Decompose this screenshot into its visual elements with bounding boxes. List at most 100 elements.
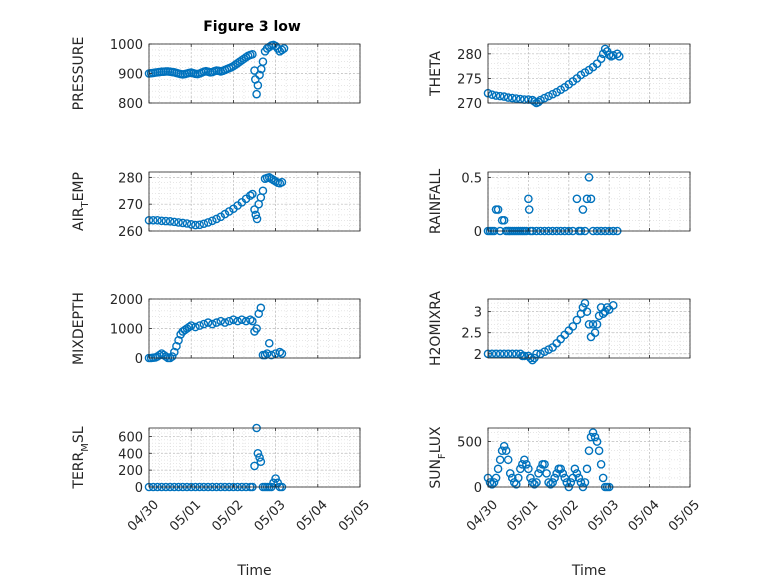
panel-mixdepth: 0 1000 2000 MIXDEPTH (71, 292, 361, 367)
data-point (237, 315, 247, 324)
y-axis-label: PRESSURE (71, 37, 87, 111)
y-tick-label: 0 (135, 352, 143, 367)
x-axis-label: Time (236, 563, 271, 579)
data-point (250, 461, 259, 471)
data-point (592, 437, 602, 446)
data-point (584, 173, 594, 182)
data-point (182, 219, 192, 228)
data-point (248, 50, 257, 59)
data-point (550, 473, 559, 483)
data-point (264, 42, 274, 52)
data-point (241, 316, 251, 326)
y-axis-label: RAINFALL (428, 169, 444, 234)
x-tick-label: 05/04 (626, 497, 663, 534)
data-point (248, 189, 257, 199)
data-point (548, 89, 557, 99)
data-point (584, 319, 594, 329)
data-point (574, 473, 584, 483)
data-point (536, 349, 545, 359)
data-point (505, 469, 515, 478)
y-axis-label: MIXDEPTH (71, 292, 87, 365)
data-point (590, 328, 600, 338)
data-point (186, 219, 196, 229)
data-point (598, 473, 608, 483)
data-point (570, 464, 580, 474)
data-point (191, 220, 200, 230)
panel-pressure: 800 900 1000 PRESSURE (71, 37, 361, 112)
data-point (258, 57, 268, 67)
data-point (528, 478, 537, 487)
data-point (507, 473, 517, 483)
data-point (540, 460, 549, 469)
data-point (495, 349, 505, 359)
data-point (199, 219, 209, 229)
data-point (178, 218, 188, 228)
data-point (540, 347, 549, 356)
data-point (170, 217, 179, 227)
data-point (562, 478, 572, 487)
data-point (503, 93, 513, 102)
data-point (588, 319, 598, 329)
data-point (252, 324, 261, 333)
y-axis-label: AIRTEMP (71, 172, 91, 231)
y-tick-label: 0 (135, 481, 143, 496)
data-point (148, 215, 158, 225)
data-point (520, 455, 529, 465)
axes-box (148, 427, 361, 488)
data-point (250, 205, 259, 214)
data-point (184, 322, 194, 332)
y-tick-label: 900 (118, 68, 143, 83)
data-point (608, 301, 618, 310)
y-axis-label: H2OMIXRA (428, 291, 444, 366)
series-mixdepth (144, 303, 287, 363)
data-point (516, 464, 525, 474)
panel-sun-flux: 0 500 SUNFLUX 04/30 05/01 05/02 05/03 05/04 05/0… (428, 426, 703, 579)
data-point (262, 349, 272, 358)
data-point (542, 469, 551, 478)
data-point (269, 478, 278, 488)
figure-title: Figure 3 low (203, 19, 301, 35)
data-point (277, 177, 287, 187)
data-point (540, 93, 549, 103)
data-point (487, 479, 497, 489)
data-point (544, 478, 553, 487)
data-point (157, 216, 166, 226)
data-point (518, 460, 527, 469)
data-point (256, 457, 266, 467)
data-point (572, 469, 582, 478)
data-point (586, 194, 596, 204)
x-tick-label: 05/02 (545, 497, 582, 534)
y-tick-label: 200 (118, 464, 143, 479)
data-point (186, 321, 196, 330)
panel-theta: 270 275 280 THETA (428, 43, 691, 112)
data-point (580, 298, 590, 308)
data-point (199, 319, 209, 329)
series-theta (483, 44, 624, 108)
data-point (487, 90, 497, 99)
data-point (233, 316, 242, 326)
data-point (503, 349, 513, 359)
data-point (576, 478, 586, 487)
data-point (489, 478, 499, 487)
data-point (491, 91, 501, 100)
data-point (203, 318, 213, 327)
data-point (253, 81, 263, 90)
data-point (546, 479, 555, 489)
data-point (524, 464, 533, 474)
data-point (528, 355, 537, 365)
data-point (485, 478, 495, 487)
data-point (271, 41, 280, 51)
data-point (251, 210, 261, 220)
x-tick-label: 05/03 (252, 497, 289, 534)
series-pressure (144, 40, 289, 99)
data-point (275, 347, 285, 357)
x-tick-label: 04/30 (464, 497, 501, 534)
data-point (594, 311, 604, 321)
data-point (544, 91, 553, 101)
data-point (592, 319, 602, 329)
y-tick-label: 270 (457, 97, 482, 112)
data-point (224, 207, 234, 216)
data-point (245, 315, 255, 324)
data-point (526, 473, 535, 483)
axes-box (487, 43, 691, 104)
